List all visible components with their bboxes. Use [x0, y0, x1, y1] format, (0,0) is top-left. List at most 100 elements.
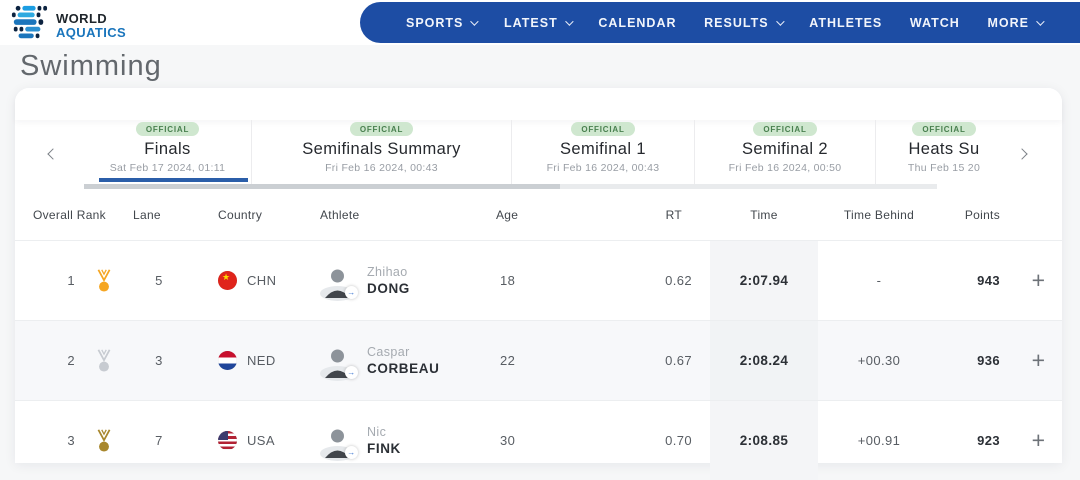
athlete-cell[interactable]: → Nic FINK [285, 423, 480, 461]
nav-item-calendar[interactable]: CALENDAR [598, 15, 677, 30]
country-cell: USA [185, 431, 285, 450]
flag-icon-chn [218, 271, 237, 290]
flag-icon-ned [218, 351, 237, 370]
athlete-last-name: DONG [367, 281, 410, 296]
silver-medal-icon [75, 348, 133, 374]
athlete-link-arrow-icon: → [345, 366, 358, 379]
points-value: 923 [977, 433, 1000, 448]
official-badge: OFFICIAL [135, 122, 200, 136]
nav-item-athletes[interactable]: ATHLETES [809, 15, 883, 30]
rt-value: 0.62 [665, 273, 692, 288]
carousel-next-button[interactable] [1012, 144, 1032, 164]
time-behind-value: - [876, 273, 882, 288]
tabs-viewport: OFFICIAL Finals Sat Feb 17 2024, 01:11 O… [84, 120, 1012, 184]
col-header-country: Country [218, 208, 263, 222]
tab-title: Semifinal 1 [559, 140, 647, 158]
athlete-avatar: → [320, 263, 358, 301]
age-value: 18 [500, 273, 516, 288]
time-behind-value: +00.91 [857, 433, 901, 448]
col-header-athlete: Athlete [320, 208, 360, 222]
table-row: 2 3 NED → Caspar CORBEAU 22 [15, 320, 1062, 400]
nav-item-results[interactable]: RESULTS [704, 16, 785, 30]
col-header-rt: RT [665, 208, 682, 222]
athlete-avatar: → [320, 343, 358, 381]
tab-date: Fri Feb 16 2024, 00:43 [325, 162, 438, 174]
points-value: 936 [977, 353, 1000, 368]
athlete-cell[interactable]: → Zhihao DONG [285, 263, 480, 301]
bronze-medal-icon [75, 428, 133, 454]
official-badge: OFFICIAL [912, 122, 976, 136]
brand-line2: AQUATICS [56, 24, 127, 40]
carousel-scrollbar-thumb[interactable] [84, 184, 560, 189]
age-value: 30 [500, 433, 516, 448]
chevron-down-icon [775, 16, 785, 26]
title-band: Swimming [0, 45, 1080, 88]
athlete-first-name: Nic [367, 425, 387, 439]
chevron-down-icon [1036, 16, 1045, 26]
carousel-scrollbar-track[interactable] [84, 184, 937, 189]
lane-value: 7 [155, 433, 163, 448]
points-value: 943 [977, 273, 1000, 288]
nav-item-latest[interactable]: LATEST [504, 16, 574, 30]
athlete-cell[interactable]: → Caspar CORBEAU [285, 343, 480, 381]
expand-row-button[interactable]: + [1031, 347, 1046, 373]
lane-value: 5 [155, 273, 163, 288]
country-code: USA [247, 433, 275, 448]
country-cell: CHN [185, 271, 285, 290]
tab-finals[interactable]: OFFICIAL Finals Sat Feb 17 2024, 01:11 [84, 120, 251, 184]
page-title: Swimming [20, 50, 162, 82]
athlete-last-name: CORBEAU [367, 361, 440, 376]
world-aquatics-logo-icon [10, 3, 48, 48]
top-header: WORLD AQUATICS SPORTS LATEST CALENDAR RE… [0, 0, 1080, 45]
nav-item-more[interactable]: MORE [987, 16, 1045, 30]
tab-semifinals-summary[interactable]: OFFICIAL Semifinals Summary Fri Feb 16 2… [251, 120, 511, 184]
age-value: 22 [500, 353, 516, 368]
lane-value: 3 [155, 353, 163, 368]
time-value: 2:08.24 [710, 321, 818, 400]
tab-heats-summary[interactable]: OFFICIAL Heats Su Thu Feb 15 20 [875, 120, 1012, 184]
chevron-right-icon [1016, 148, 1028, 160]
carousel-prev-button[interactable] [43, 144, 63, 164]
chevron-down-icon [470, 16, 480, 26]
col-header-overall-rank: Overall Rank [33, 208, 106, 222]
col-header-time-behind: Time Behind [843, 208, 915, 222]
table-header-row: Overall Rank Lane Country Athlete Age RT… [15, 190, 1062, 240]
tab-date: Fri Feb 16 2024, 00:43 [546, 162, 660, 174]
time-behind-value: +00.30 [857, 353, 901, 368]
athlete-avatar: → [320, 423, 358, 461]
tab-title: Heats Su [908, 140, 980, 158]
tab-semifinal-1[interactable]: OFFICIAL Semifinal 1 Fri Feb 16 2024, 00… [511, 120, 694, 184]
athlete-last-name: FINK [367, 441, 401, 456]
athlete-link-arrow-icon: → [345, 446, 358, 459]
world-aquatics-logo[interactable]: WORLD AQUATICS [10, 3, 126, 48]
rank-value: 2 [67, 353, 75, 368]
col-header-lane: Lane [133, 208, 161, 222]
expand-row-button[interactable]: + [1031, 427, 1046, 453]
athlete-first-name: Zhihao [367, 265, 408, 279]
flag-icon-usa [218, 431, 237, 450]
col-header-time: Time [750, 208, 778, 222]
tab-title: Semifinals Summary [302, 140, 461, 158]
chevron-down-icon [564, 16, 574, 26]
nav-item-watch[interactable]: WATCH [909, 15, 960, 30]
time-value: 2:08.85 [710, 401, 818, 480]
tab-date: Sat Feb 17 2024, 01:11 [109, 162, 226, 174]
tab-semifinal-2[interactable]: OFFICIAL Semifinal 2 Fri Feb 16 2024, 00… [694, 120, 875, 184]
results-card: OFFICIAL Finals Sat Feb 17 2024, 01:11 O… [15, 88, 1062, 480]
nav-item-sports[interactable]: SPORTS [406, 16, 480, 30]
gold-medal-icon [75, 268, 133, 294]
official-badge: OFFICIAL [349, 122, 414, 136]
tab-date: Thu Feb 15 20 [907, 162, 981, 174]
rt-value: 0.67 [665, 353, 692, 368]
tab-title: Semifinal 2 [741, 140, 829, 158]
active-tab-indicator [99, 178, 248, 182]
table-row: 1 5 CHN → Zhihao DONG 18 [15, 240, 1062, 320]
main-nav: SPORTS LATEST CALENDAR RESULTS ATHLETES … [360, 2, 1080, 43]
expand-row-button[interactable]: + [1031, 267, 1046, 293]
athlete-link-arrow-icon: → [345, 286, 358, 299]
rank-value: 3 [67, 433, 75, 448]
official-badge: OFFICIAL [571, 122, 635, 136]
col-header-age: Age [496, 208, 519, 222]
col-header-points: Points [964, 208, 1000, 222]
rt-value: 0.70 [665, 433, 692, 448]
